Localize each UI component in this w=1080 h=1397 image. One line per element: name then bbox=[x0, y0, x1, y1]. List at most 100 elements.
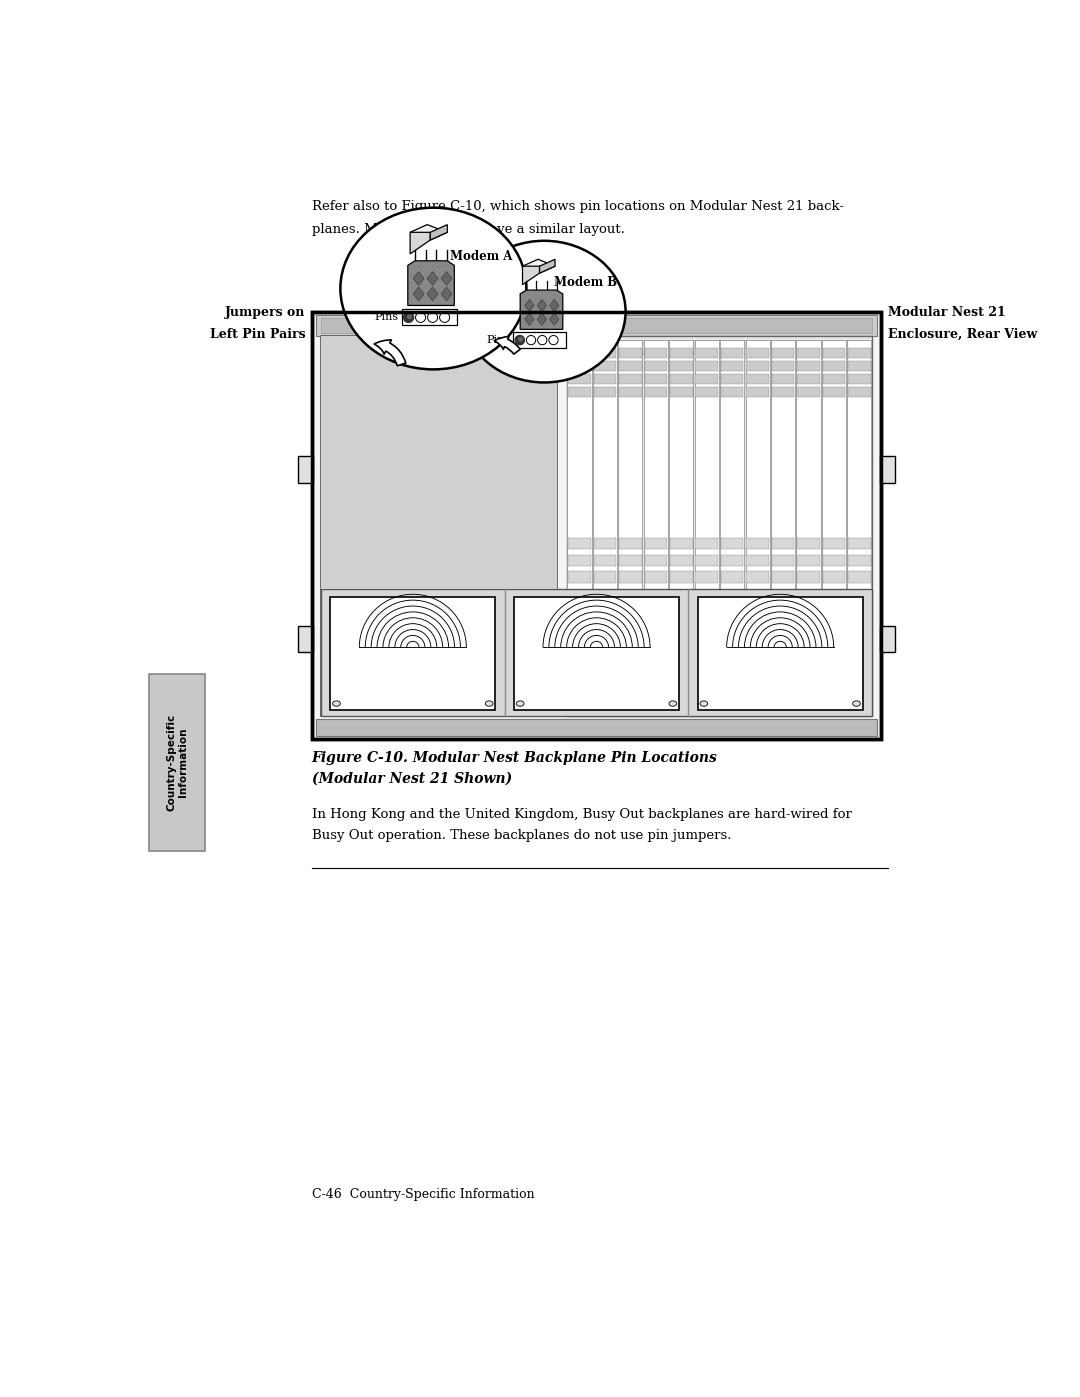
Bar bbox=[670, 339, 693, 712]
Bar bbox=[402, 309, 458, 326]
Ellipse shape bbox=[485, 701, 494, 707]
Bar bbox=[567, 339, 592, 712]
Circle shape bbox=[428, 313, 437, 323]
Bar bbox=[568, 339, 870, 353]
Bar bbox=[619, 697, 642, 711]
Text: Busy Out operation. These backplanes do not use pin jumpers.: Busy Out operation. These backplanes do … bbox=[312, 828, 731, 842]
Ellipse shape bbox=[463, 240, 625, 383]
Polygon shape bbox=[414, 286, 424, 300]
Bar bbox=[514, 597, 679, 710]
Bar bbox=[644, 339, 667, 712]
Bar bbox=[796, 339, 821, 712]
Bar bbox=[568, 348, 591, 358]
Bar bbox=[848, 374, 870, 384]
Bar bbox=[696, 360, 718, 372]
Bar bbox=[366, 386, 375, 394]
Circle shape bbox=[538, 335, 546, 345]
Bar bbox=[823, 538, 846, 549]
Bar bbox=[403, 367, 413, 376]
Circle shape bbox=[407, 314, 411, 319]
Bar bbox=[594, 538, 617, 549]
Bar bbox=[416, 386, 424, 394]
Bar bbox=[670, 374, 692, 384]
Text: Modem B: Modem B bbox=[554, 275, 617, 289]
Ellipse shape bbox=[852, 701, 861, 707]
Bar bbox=[746, 387, 769, 397]
Polygon shape bbox=[537, 313, 546, 326]
Bar bbox=[594, 360, 617, 372]
Bar bbox=[797, 348, 820, 358]
Bar bbox=[645, 348, 667, 358]
Bar bbox=[619, 348, 642, 358]
Bar bbox=[529, 374, 544, 704]
Text: C-46  Country-Specific Information: C-46 Country-Specific Information bbox=[312, 1187, 535, 1201]
Bar bbox=[746, 697, 769, 711]
Bar bbox=[720, 697, 743, 711]
Bar bbox=[619, 538, 642, 549]
Bar bbox=[321, 337, 557, 588]
Circle shape bbox=[440, 313, 449, 323]
Text: Left Pin Pairs: Left Pin Pairs bbox=[210, 328, 306, 341]
Bar bbox=[797, 374, 820, 384]
Bar bbox=[720, 387, 743, 397]
Bar bbox=[797, 571, 820, 583]
Bar bbox=[696, 538, 718, 549]
Polygon shape bbox=[540, 260, 555, 274]
Bar bbox=[772, 374, 794, 384]
Bar bbox=[645, 374, 667, 384]
Polygon shape bbox=[410, 225, 447, 240]
Bar bbox=[593, 339, 617, 712]
Bar bbox=[645, 555, 667, 566]
Bar bbox=[594, 374, 617, 384]
Bar bbox=[696, 387, 718, 397]
Bar bbox=[670, 360, 692, 372]
Bar bbox=[645, 571, 667, 583]
Ellipse shape bbox=[333, 701, 340, 707]
Polygon shape bbox=[537, 299, 546, 312]
Bar bbox=[823, 555, 846, 566]
Bar bbox=[428, 386, 437, 394]
Bar bbox=[848, 339, 872, 712]
Text: Modular Nest 21: Modular Nest 21 bbox=[889, 306, 1007, 320]
Bar bbox=[823, 348, 846, 358]
Bar bbox=[670, 348, 692, 358]
Bar bbox=[848, 555, 870, 566]
Bar bbox=[797, 538, 820, 549]
Text: Refer also to Figure C-10, which shows pin locations on Modular Nest 21 back-: Refer also to Figure C-10, which shows p… bbox=[312, 200, 843, 212]
Bar bbox=[746, 348, 769, 358]
Bar bbox=[594, 697, 617, 711]
Bar bbox=[353, 367, 363, 376]
Polygon shape bbox=[525, 299, 535, 312]
Bar bbox=[298, 626, 313, 652]
Bar bbox=[464, 374, 480, 704]
Bar bbox=[477, 386, 486, 394]
Polygon shape bbox=[550, 313, 559, 326]
Circle shape bbox=[518, 338, 523, 341]
Bar bbox=[378, 367, 388, 376]
Bar bbox=[772, 538, 794, 549]
Bar bbox=[848, 348, 870, 358]
Bar bbox=[670, 555, 692, 566]
Bar bbox=[720, 348, 743, 358]
Bar bbox=[315, 719, 877, 736]
Circle shape bbox=[404, 313, 414, 323]
Bar bbox=[453, 367, 461, 376]
Text: Pins: Pins bbox=[375, 313, 399, 323]
Bar bbox=[619, 555, 642, 566]
Bar bbox=[465, 367, 474, 376]
Bar bbox=[645, 387, 667, 397]
Bar bbox=[513, 332, 566, 348]
Bar bbox=[746, 555, 769, 566]
Bar bbox=[771, 339, 795, 712]
Polygon shape bbox=[523, 267, 540, 285]
Bar bbox=[441, 367, 449, 376]
Bar bbox=[443, 374, 458, 704]
Bar bbox=[720, 339, 744, 712]
FancyArrowPatch shape bbox=[374, 339, 406, 366]
Polygon shape bbox=[428, 286, 438, 300]
Bar bbox=[486, 374, 501, 704]
Bar bbox=[772, 571, 794, 583]
Bar bbox=[720, 538, 743, 549]
Bar bbox=[670, 538, 692, 549]
Bar bbox=[377, 374, 393, 704]
